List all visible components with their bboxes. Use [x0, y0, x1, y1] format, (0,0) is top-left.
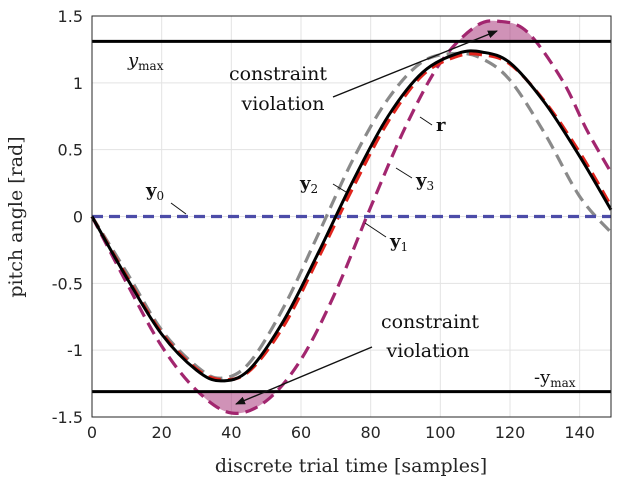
y3-pointer — [395, 167, 413, 179]
y1-pointer — [364, 222, 387, 238]
y-tick-label: 1.5 — [58, 7, 83, 26]
upper-violation-annotation-line1: constraint — [229, 63, 327, 85]
r-label: r — [436, 115, 446, 136]
x-tick-label: 20 — [151, 423, 171, 442]
x-tick-label: 60 — [291, 423, 311, 442]
y-tick-label: -0.5 — [52, 274, 83, 293]
y-tick-label: -1 — [67, 341, 83, 360]
y0-label: y0 — [145, 180, 164, 203]
plot-frame — [91, 15, 612, 418]
lower-violation-arrow — [235, 346, 373, 405]
series-r-line — [90, 49, 613, 383]
y0-pointer — [170, 202, 187, 215]
y-tick-label: -1.5 — [52, 408, 83, 427]
y-axis-label: pitch angle [rad] — [5, 136, 27, 297]
y3-label: y3 — [415, 170, 434, 193]
y-tick-label: 1 — [73, 74, 83, 93]
ymax-label: ymax — [127, 50, 164, 73]
upper-violation-annotation-line2: violation — [240, 93, 324, 115]
tick-labels: 0 20 40 60 80 100 120 140 1.5 1 0.5 0 -0.5 -1 -1.5 — [52, 7, 595, 442]
y1-label: y1 — [389, 231, 408, 254]
y-tick-label: 0.5 — [58, 141, 83, 160]
lower-violation-annotation-line2: violation — [385, 340, 469, 362]
neg-ymax-label: -ymax — [534, 367, 576, 390]
x-tick-label: 40 — [221, 423, 241, 442]
x-tick-label: 100 — [425, 423, 456, 442]
y-tick-label: 0 — [73, 208, 83, 227]
x-axis-label: discrete trial time [samples] — [215, 455, 487, 477]
y2-pointer — [332, 183, 347, 193]
x-tick-label: 80 — [360, 423, 380, 442]
x-tick-label: 0 — [87, 423, 97, 442]
x-tick-label: 140 — [564, 423, 595, 442]
series-y3-line — [90, 19, 613, 415]
y2-label: y2 — [299, 173, 318, 196]
series-layer — [90, 19, 613, 415]
r-pointer — [419, 116, 433, 126]
x-tick-label: 120 — [495, 423, 526, 442]
upper-violation-arrow — [332, 30, 498, 98]
lower-violation-annotation-line1: constraint — [381, 311, 479, 333]
series-y2-line — [90, 51, 613, 380]
